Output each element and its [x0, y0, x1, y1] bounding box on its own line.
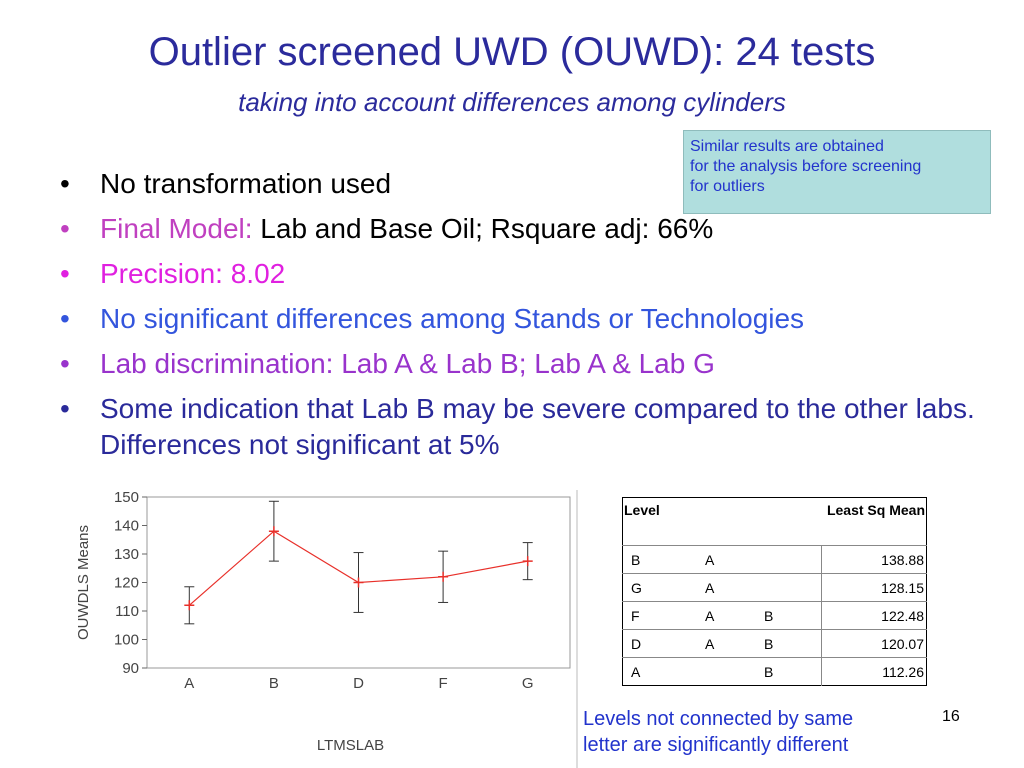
bullet-text: Some indication that Lab B may be severe…: [100, 393, 975, 460]
title: Outlier screened UWD (OUWD): 24 tests: [148, 30, 876, 74]
y-tick-label: 150: [114, 489, 139, 506]
means-table: Level Least Sq Mean B A 138.88 G A 128.15 F A B 122…: [622, 497, 927, 686]
table-cell: A: [703, 601, 762, 630]
header-cell: Least Sq Mean: [826, 502, 925, 518]
table-cell: 128.15: [821, 573, 927, 602]
x-axis-label: LTMSLAB: [317, 737, 384, 754]
table-cell: F: [622, 601, 703, 630]
bullet-text: Lab discrimination: Lab A & Lab B; Lab A…: [100, 348, 715, 379]
caption: Levels not connected by same letter are s…: [583, 706, 853, 758]
bullet: Precision: 8.02: [60, 256, 1010, 292]
subtitle: taking into account differences among cy…: [238, 87, 786, 117]
y-tick-label: 100: [114, 632, 139, 649]
y-tick-label: 130: [114, 546, 139, 563]
bullet: No significant differences among Stands …: [60, 301, 1010, 337]
table-row: A B 112.26: [622, 657, 927, 686]
bullet-text: Precision: 8.02: [100, 258, 286, 289]
table-cell: A: [703, 545, 762, 574]
mean-point: [438, 571, 449, 582]
x-tick-label: D: [353, 675, 364, 692]
table-cell: A: [703, 573, 762, 602]
table-cell: 138.88: [821, 545, 927, 574]
table-cell: B: [762, 629, 822, 658]
page-number: 16: [942, 708, 960, 725]
bullet: No transformation used: [60, 166, 1010, 202]
table-row: B A 138.88: [622, 545, 927, 574]
mean-point: [353, 577, 364, 588]
x-tick-label: A: [184, 675, 194, 692]
table-cell: [762, 545, 822, 574]
note-line: Similar results are obtained: [690, 138, 884, 155]
table-cell: A: [622, 657, 703, 686]
table-cell: B: [762, 601, 822, 630]
bullet-text: No significant differences among Stands …: [100, 303, 805, 334]
y-axis-label: OUWDLS Means: [75, 525, 92, 640]
x-tick-label: G: [522, 675, 534, 692]
table-cell: D: [622, 629, 703, 658]
table-cell: 120.07: [821, 629, 927, 658]
mean-point: [184, 600, 195, 611]
y-tick-label: 140: [114, 518, 139, 535]
y-tick-label: 110: [115, 603, 139, 620]
table-row: F A B 122.48: [622, 601, 927, 630]
mean-point: [522, 556, 533, 567]
table-cell: A: [703, 629, 762, 658]
bullet: Lab discrimination: Lab A & Lab B; Lab A…: [60, 346, 1010, 382]
x-tick-label: F: [439, 675, 448, 692]
x-tick-label: B: [269, 675, 279, 692]
table-cell: 122.48: [821, 601, 927, 630]
table-cell: B: [622, 545, 703, 574]
y-tick-label: 120: [114, 575, 139, 592]
chart: 90 100 110 120 130 140 150 OUWDLS Means LTMSLAB A…: [75, 489, 578, 768]
caption-line: letter are significantly different: [583, 734, 849, 756]
table-cell: B: [762, 657, 822, 686]
bullet-text: Final Model:: [100, 213, 253, 244]
table-cell: [762, 573, 822, 602]
caption-line: Levels not connected by same: [583, 708, 854, 730]
header-cell: Level: [624, 502, 660, 518]
y-tick-label: 90: [122, 660, 139, 677]
bullet-text: No transformation used: [100, 168, 392, 199]
table-cell: [703, 657, 762, 686]
table-header: Level Least Sq Mean: [623, 498, 927, 546]
bullet: Some indication that Lab B may be severe…: [60, 391, 1010, 463]
mean-point: [268, 526, 279, 537]
bullet: Final Model: Lab and Base Oil; Rsquare a…: [60, 211, 1010, 247]
table-cell: G: [622, 573, 703, 602]
table-row: G A 128.15: [622, 573, 927, 602]
table-cell: 112.26: [821, 657, 927, 686]
bullet-text: Lab and Base Oil; Rsquare adj: 66%: [260, 213, 714, 244]
bullet-list: No transformation used Final Model: Lab a…: [60, 166, 1010, 472]
table-row: D A B 120.07: [622, 629, 927, 658]
